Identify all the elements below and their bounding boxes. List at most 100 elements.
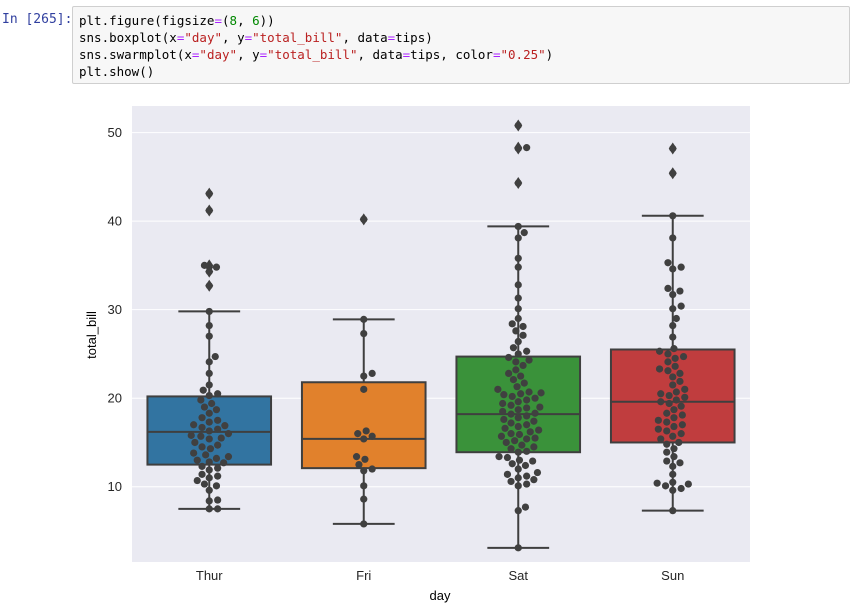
swarm-point [517, 372, 525, 380]
swarm-point [672, 388, 680, 396]
x-tick-label: Thur [196, 568, 223, 583]
swarm-point [507, 410, 515, 418]
y-tick-label: 20 [108, 391, 122, 406]
swarm-point [360, 315, 368, 323]
swarm-point [520, 379, 528, 387]
swarm-point [676, 377, 684, 385]
code-token: = [387, 30, 396, 45]
swarm-point [507, 401, 515, 409]
x-tick-label: Sat [508, 568, 528, 583]
swarm-point [665, 391, 673, 400]
swarm-point [514, 422, 522, 431]
swarm-point [205, 307, 213, 316]
swarm-point [360, 495, 368, 503]
swarm-point [354, 430, 362, 438]
swarm-point [669, 234, 677, 242]
swarm-point [669, 265, 677, 273]
swarm-point [664, 350, 672, 358]
swarm-point [663, 448, 671, 456]
swarm-point [507, 419, 515, 427]
swarm-point [664, 358, 672, 366]
swarm-point [514, 234, 522, 242]
swarm-point [514, 121, 522, 130]
swarm-point [681, 385, 689, 393]
swarm-point [509, 376, 518, 384]
swarm-point [514, 414, 522, 422]
swarm-point [200, 403, 209, 411]
swarm-point [663, 409, 671, 417]
swarm-point [672, 314, 680, 323]
x-tick-label: Fri [356, 568, 371, 583]
code-token: "total_bill" [267, 47, 358, 62]
swarm-point [200, 261, 209, 269]
swarm-point [523, 472, 531, 480]
swarm-point [523, 412, 531, 420]
swarm-point [190, 421, 198, 429]
swarm-point [360, 482, 368, 490]
swarm-point [211, 352, 219, 361]
code-token: = [191, 47, 200, 62]
swarm-point [514, 350, 522, 358]
swarm-point [515, 456, 524, 464]
code-token: "total_bill" [252, 30, 343, 45]
swarm-point [502, 438, 510, 447]
swarm-point [677, 484, 685, 493]
swarm-point [501, 424, 509, 432]
swarm-point [663, 418, 671, 426]
swarm-point [368, 432, 376, 440]
code-token: ( [222, 13, 230, 28]
code-line: sns.swarmplot(x="day", y="total_bill", d… [79, 46, 843, 63]
swarm-point [517, 390, 525, 398]
swarm-point [669, 212, 677, 220]
code-token: "day" [184, 30, 223, 45]
outlier-marker [205, 259, 214, 272]
x-axis-label: day [430, 588, 451, 603]
code-token: = [176, 30, 185, 45]
swarm-point [525, 388, 533, 396]
code-cell-input[interactable]: plt.figure(figsize=(8, 6)) sns.boxplot(x=… [72, 6, 850, 84]
swarm-point [360, 215, 368, 223]
swarm-point [669, 381, 677, 389]
swarm-point [505, 353, 513, 362]
swarm-point [521, 461, 530, 470]
swarm-point [214, 390, 222, 398]
swarm-point [664, 367, 672, 375]
swarm-point [500, 415, 508, 424]
swarm-point [684, 480, 692, 488]
swarm-point [514, 507, 522, 515]
swarm-point [514, 406, 522, 414]
swarm-point [198, 470, 206, 478]
swarm-point [205, 466, 213, 474]
swarm-point [514, 448, 522, 456]
swarm-point [514, 544, 522, 552]
swarm-point [657, 398, 665, 406]
swarm-point [519, 331, 527, 339]
swarm-point [208, 399, 216, 408]
swarm-point [187, 431, 195, 439]
swarm-point [525, 356, 533, 364]
swarm-point [669, 305, 677, 313]
swarm-point [205, 486, 213, 494]
swarm-point [360, 372, 368, 380]
swarm-point [519, 322, 527, 331]
swarm-point [507, 477, 515, 486]
swarm-point [519, 361, 527, 370]
swarm-point [514, 474, 522, 482]
swarm-point [670, 453, 678, 461]
swarm-point [671, 362, 679, 370]
swarm-point [514, 179, 522, 187]
swarm-point [214, 505, 222, 513]
swarm-point [518, 441, 526, 449]
code-token: "0.25" [500, 47, 546, 62]
swarm-point [205, 497, 213, 505]
swarm-point [669, 290, 677, 299]
swarm-point [530, 476, 538, 484]
swarm-point [360, 329, 368, 338]
swarm-point [220, 459, 228, 467]
swarm-point [205, 190, 213, 198]
swarm-point [202, 451, 210, 459]
swarm-point [362, 427, 370, 435]
swarm-point [669, 373, 677, 381]
swarm-point [205, 369, 213, 378]
swarm-point [514, 314, 522, 323]
